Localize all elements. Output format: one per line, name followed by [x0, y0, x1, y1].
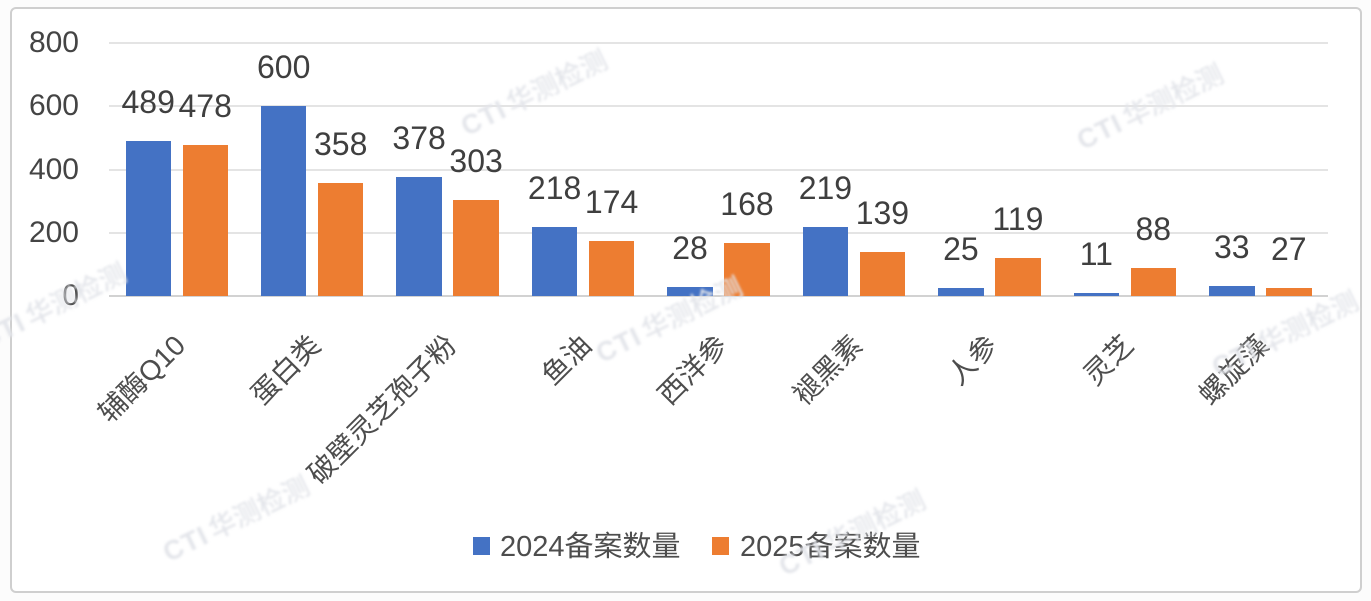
svg-text:2025: 2025 — [740, 531, 805, 563]
svg-text:2024: 2024 — [500, 531, 565, 563]
